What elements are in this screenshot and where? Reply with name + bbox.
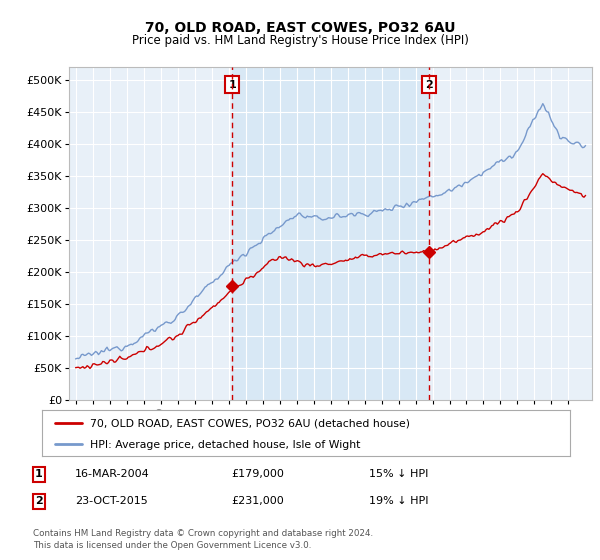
Text: 2: 2	[425, 80, 433, 90]
Text: 70, OLD ROAD, EAST COWES, PO32 6AU (detached house): 70, OLD ROAD, EAST COWES, PO32 6AU (deta…	[89, 419, 410, 429]
Text: 1: 1	[229, 80, 236, 90]
Text: 16-MAR-2004: 16-MAR-2004	[75, 469, 150, 479]
Text: 2: 2	[35, 496, 43, 506]
Bar	[232, 67, 429, 400]
Text: 70, OLD ROAD, EAST COWES, PO32 6AU: 70, OLD ROAD, EAST COWES, PO32 6AU	[145, 21, 455, 35]
Text: £179,000: £179,000	[231, 469, 284, 479]
Text: Contains HM Land Registry data © Crown copyright and database right 2024.
This d: Contains HM Land Registry data © Crown c…	[33, 529, 373, 550]
Text: 19% ↓ HPI: 19% ↓ HPI	[369, 496, 428, 506]
Text: Price paid vs. HM Land Registry's House Price Index (HPI): Price paid vs. HM Land Registry's House …	[131, 34, 469, 46]
Text: HPI: Average price, detached house, Isle of Wight: HPI: Average price, detached house, Isle…	[89, 440, 360, 450]
Text: 23-OCT-2015: 23-OCT-2015	[75, 496, 148, 506]
Text: 15% ↓ HPI: 15% ↓ HPI	[369, 469, 428, 479]
Text: 1: 1	[35, 469, 43, 479]
Text: £231,000: £231,000	[231, 496, 284, 506]
